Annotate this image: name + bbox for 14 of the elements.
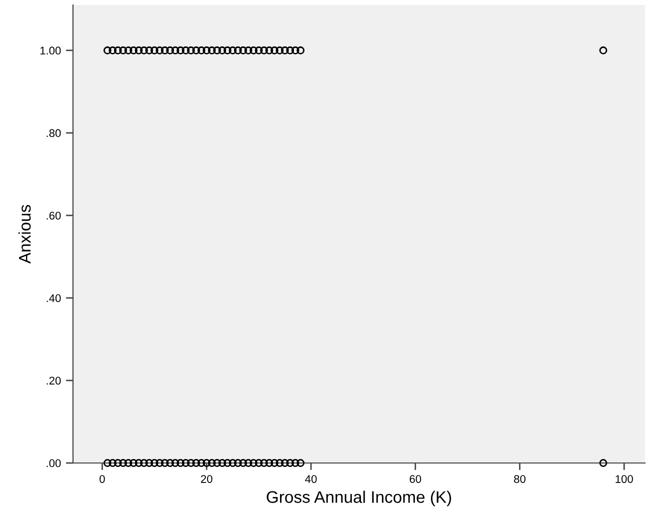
x-tick-label: 40 [305,475,317,483]
x-tick-label: 80 [514,475,526,483]
y-tick-label: .40 [46,294,61,302]
x-tick-label: 0 [100,475,105,483]
y-tick-label: .00 [46,459,61,468]
y-tick-label: .60 [46,212,61,220]
y-axis-title: Anxious [18,204,31,264]
x-tick-label: 60 [410,475,422,483]
x-tick-label: 20 [200,475,212,483]
x-axis-title: Gross Annual Income (K) [266,490,452,506]
y-tick-label: 1.00 [40,46,61,55]
x-tick-label: 100 [616,475,633,483]
y-tick-label: .20 [46,376,61,385]
y-tick-label: .80 [46,129,61,138]
